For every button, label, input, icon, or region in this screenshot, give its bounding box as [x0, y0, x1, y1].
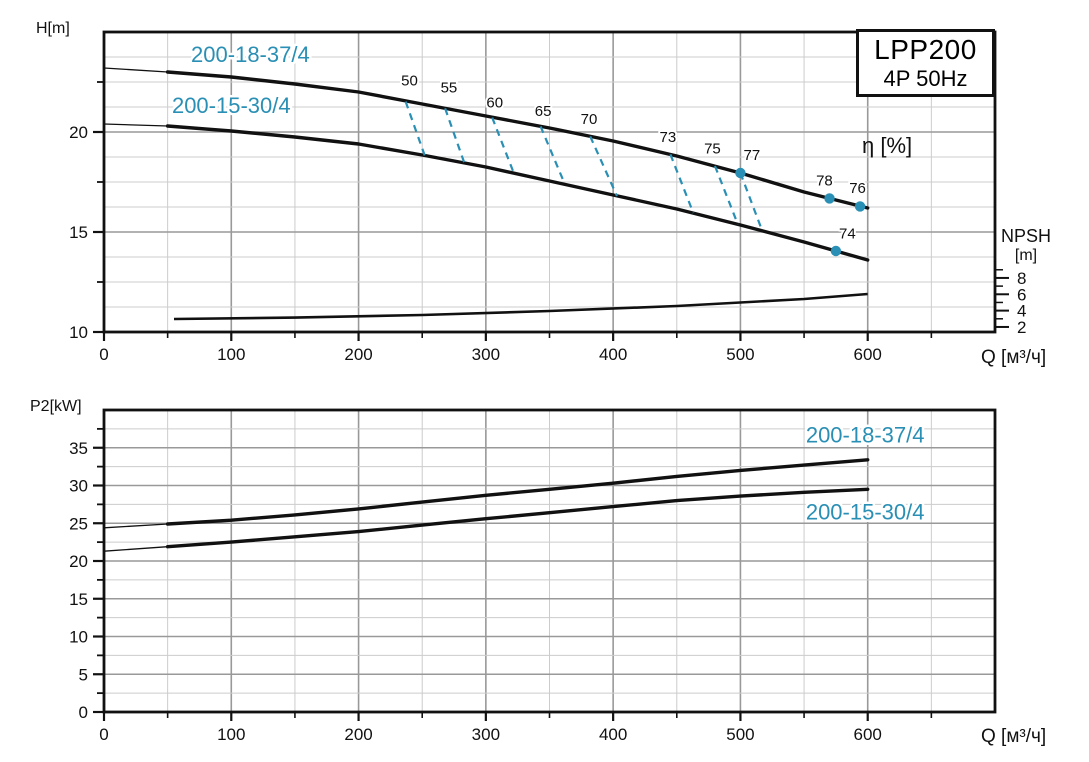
npsh-tick-label: 8	[1017, 269, 1026, 288]
y-tick-label: 15	[69, 590, 88, 609]
curve-label-200-18-37/4: 200-18-37/4	[191, 42, 310, 67]
y-tick-label: 10	[69, 323, 88, 342]
pump-model-title-box: LPP200 4P 50Hz	[856, 29, 995, 97]
x-tick-label: 600	[854, 345, 882, 364]
x-tick-label: 100	[217, 725, 245, 744]
x-tick-label: 500	[726, 345, 754, 364]
efficiency-value-label: 78	[816, 172, 833, 189]
efficiency-dot-78	[824, 193, 835, 204]
y-tick-label: 20	[69, 123, 88, 142]
efficiency-dot-74	[830, 245, 842, 257]
y-tick-label: 35	[69, 439, 88, 458]
power-grid	[104, 410, 995, 712]
power-chart: 0 100 200 300 400 500 600 0 5 10 15 20 25 30 35 200-18-…	[69, 408, 997, 744]
npsh-axis-label: NPSH	[1000, 226, 1051, 246]
curve-NPSH	[173, 292, 868, 321]
efficiency-value-label: 65	[535, 103, 552, 120]
efficiency-value-label: 70	[581, 111, 598, 128]
y-tick-label: 15	[69, 223, 88, 242]
efficiency-axis-label: η [%]	[862, 133, 913, 158]
curve-200-15-30/4	[165, 487, 870, 549]
pump-poles-frequency: 4P 50Hz	[883, 66, 968, 91]
efficiency-value-label: 50	[401, 72, 418, 89]
power-axis-unit-label: P2[kW]	[30, 398, 82, 415]
flow-axis-unit-label-top: Q [м³/ч]	[981, 347, 1047, 368]
efficiency-value-label: 73	[660, 129, 677, 146]
efficiency-iso-line-65	[539, 125, 566, 185]
head-y-axis: 10 15 20	[69, 81, 104, 342]
x-tick-label: 200	[344, 345, 372, 364]
curve-200-18-37/4	[165, 458, 870, 526]
y-tick-label: 20	[69, 552, 88, 571]
efficiency-iso-line-75	[713, 165, 739, 225]
x-tick-label: 600	[854, 725, 882, 744]
curve-thin-200-18-37/4	[103, 523, 168, 529]
head-x-axis: 0 100 200 300 400 500 600	[99, 332, 933, 364]
x-tick-label: 200	[344, 725, 372, 744]
efficiency-iso-line-55	[444, 108, 466, 163]
curve-200-15-30/4	[165, 124, 870, 262]
power-y-axis: 0 5 10 15 20 25 30 35	[69, 427, 104, 722]
x-tick-label: 300	[472, 345, 500, 364]
efficiency-value-label: 77	[744, 147, 761, 164]
efficiency-value-label: 74	[839, 225, 856, 242]
power-curves	[103, 458, 870, 552]
y-tick-label: 0	[79, 703, 88, 722]
npsh-tick-label: 6	[1017, 285, 1026, 304]
power-x-axis: 0 100 200 300 400 500 600	[99, 712, 933, 744]
y-tick-label: 30	[69, 477, 88, 496]
y-tick-label: 25	[69, 514, 88, 533]
curve-thin-200-18-37/4	[103, 67, 168, 73]
efficiency-iso-line-60	[491, 117, 515, 174]
efficiency-iso-line-50	[404, 101, 426, 156]
x-tick-label: 400	[599, 345, 627, 364]
flow-axis-unit-label-bottom: Q [м³/ч]	[981, 726, 1047, 747]
efficiency-group: 50 55 60 65 70 73 75 77 78 76 74	[399, 70, 868, 257]
curve-thin-200-15-30/4	[103, 123, 168, 127]
x-tick-label: 0	[99, 345, 108, 364]
npsh-tick-label: 2	[1017, 318, 1026, 337]
efficiency-dot-76	[854, 201, 866, 212]
x-tick-label: 400	[599, 725, 627, 744]
efficiency-value-label: 75	[704, 140, 721, 157]
curve-label-200-15-30/4: 200-15-30/4	[172, 93, 291, 118]
efficiency-iso-line-70	[589, 135, 618, 197]
efficiency-value-label: 55	[441, 80, 458, 97]
curve-label-200-15-30/4: 200-15-30/4	[806, 500, 925, 525]
npsh-tick-label: 4	[1017, 302, 1026, 321]
curve-label-200-18-37/4: 200-18-37/4	[806, 423, 925, 448]
efficiency-value-label: 76	[849, 180, 866, 197]
x-tick-label: 0	[99, 725, 108, 744]
x-tick-label: 100	[217, 345, 245, 364]
curve-thin-200-15-30/4	[103, 546, 168, 552]
head-axis-unit-label: H[m]	[36, 20, 70, 37]
efficiency-iso-line-73	[669, 153, 695, 214]
npsh-axis-unit: [m]	[1014, 247, 1038, 264]
efficiency-dot-77	[735, 167, 746, 179]
efficiency-value-label: 60	[486, 95, 503, 112]
y-tick-label: 10	[69, 628, 88, 647]
efficiency-iso-line-77	[739, 172, 764, 231]
curve-200-18-37/4	[165, 70, 870, 210]
head-curves	[103, 67, 870, 321]
y-tick-label: 5	[79, 665, 88, 684]
x-tick-label: 300	[472, 725, 500, 744]
x-tick-label: 500	[726, 725, 754, 744]
pump-model-name: LPP200	[874, 34, 977, 65]
